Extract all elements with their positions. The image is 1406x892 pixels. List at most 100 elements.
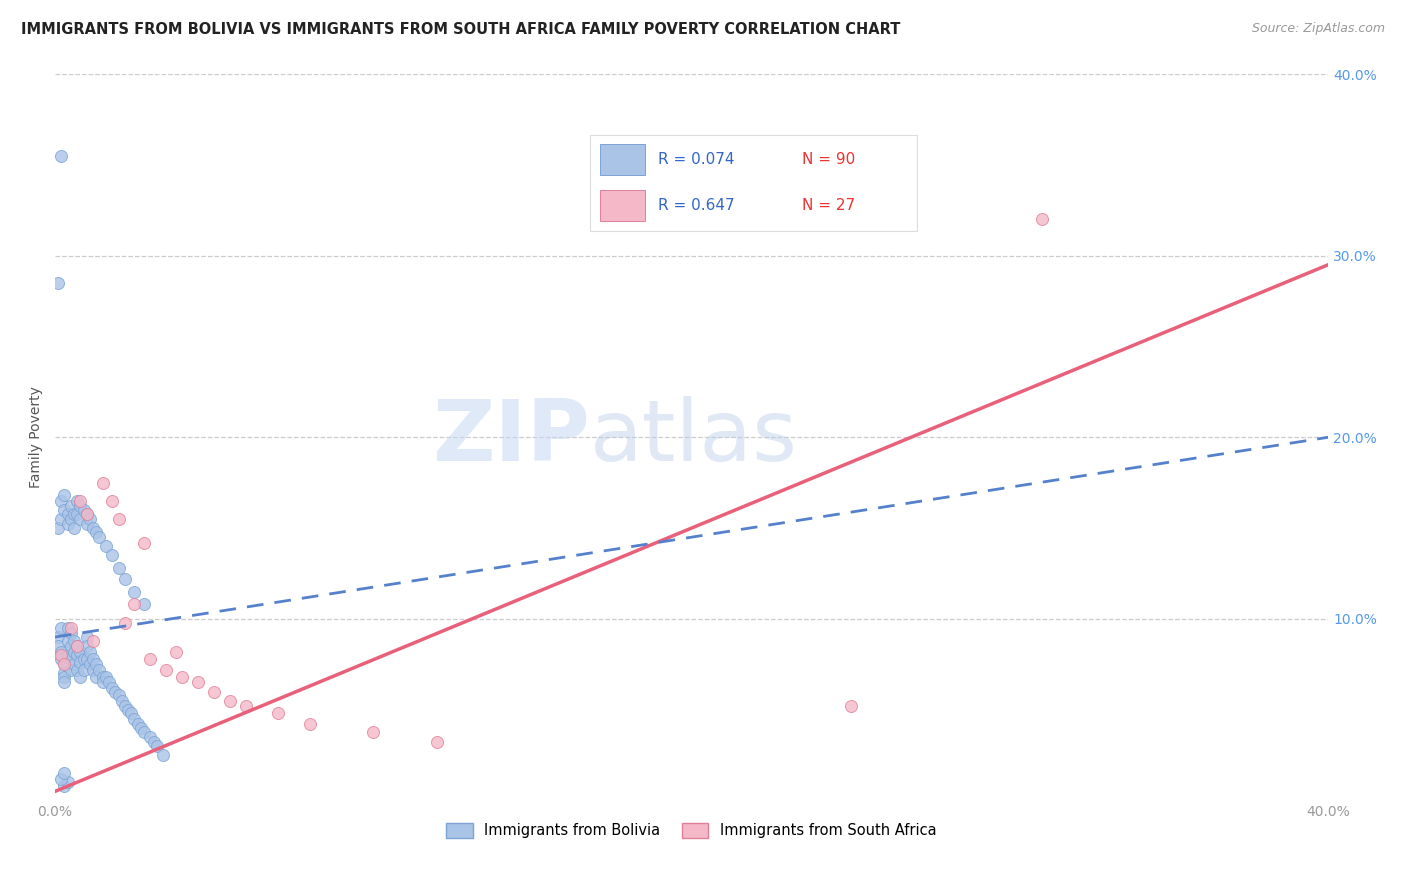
Point (59, 663, 82, 677)
Point (267, 706, 290, 721)
Point (98, 675, 121, 690)
Point (59, 621, 82, 635)
Point (114, 572, 136, 586)
Point (66, 639, 89, 653)
Point (132, 598, 155, 612)
Point (76, 639, 98, 653)
Point (219, 693, 242, 707)
Point (56, 621, 79, 635)
Point (235, 699, 257, 714)
Y-axis label: Family Poverty: Family Poverty (30, 386, 44, 488)
Point (72, 652, 94, 666)
Point (101, 493, 124, 508)
Point (132, 535, 155, 549)
Point (426, 735, 449, 749)
Point (107, 688, 129, 702)
Text: atlas: atlas (589, 396, 797, 479)
Point (172, 670, 194, 684)
Point (139, 730, 162, 744)
Point (51, 149, 73, 163)
Point (56, 648, 79, 663)
Point (51, 621, 73, 635)
Point (84, 657, 107, 672)
Point (63, 507, 86, 521)
Point (51, 772, 73, 786)
Point (82, 663, 104, 677)
Point (107, 512, 129, 526)
Point (120, 706, 142, 721)
Point (51, 493, 73, 508)
Point (59, 639, 82, 653)
Point (56, 517, 79, 532)
Point (66, 639, 89, 653)
Point (76, 507, 98, 521)
Point (132, 724, 155, 739)
Point (111, 693, 134, 707)
Point (51, 652, 73, 666)
Point (53, 657, 76, 672)
Text: R = 0.074: R = 0.074 (658, 152, 735, 167)
Bar (599, 190, 645, 221)
Point (152, 748, 174, 763)
Text: R = 0.647: R = 0.647 (658, 198, 735, 213)
Legend: Immigrants from Bolivia, Immigrants from South Africa: Immigrants from Bolivia, Immigrants from… (440, 817, 942, 844)
Point (89, 530, 111, 544)
Point (124, 584, 146, 599)
Point (155, 663, 177, 677)
Point (1031, 212, 1053, 227)
Point (298, 717, 321, 731)
Point (53, 675, 76, 690)
Point (142, 735, 165, 749)
Point (72, 663, 94, 677)
Point (127, 717, 149, 731)
Point (66, 493, 89, 508)
Point (56, 775, 79, 789)
Point (51, 512, 73, 526)
Point (165, 644, 187, 658)
Point (104, 684, 127, 698)
Point (53, 666, 76, 681)
Point (91, 670, 114, 684)
Point (46, 521, 69, 535)
Point (124, 598, 146, 612)
Point (839, 699, 862, 714)
Point (91, 675, 114, 690)
FancyBboxPatch shape (591, 135, 917, 231)
Point (361, 724, 384, 739)
Point (82, 652, 104, 666)
Point (69, 670, 91, 684)
Point (101, 681, 124, 695)
Point (69, 644, 91, 658)
Point (187, 675, 209, 690)
Point (59, 652, 82, 666)
Bar (599, 145, 645, 175)
Point (46, 630, 69, 644)
Text: IMMIGRANTS FROM BOLIVIA VS IMMIGRANTS FROM SOUTH AFRICA FAMILY POVERTY CORRELATI: IMMIGRANTS FROM BOLIVIA VS IMMIGRANTS FR… (21, 22, 900, 37)
Point (59, 512, 82, 526)
Point (69, 656, 91, 670)
Point (53, 488, 76, 502)
Point (117, 703, 139, 717)
Point (79, 657, 101, 672)
Point (53, 503, 76, 517)
Point (114, 699, 136, 714)
Point (76, 652, 98, 666)
Point (59, 500, 82, 514)
Point (79, 512, 101, 526)
Point (79, 644, 101, 658)
Point (66, 663, 89, 677)
Point (107, 561, 129, 575)
Point (84, 524, 107, 539)
Point (124, 712, 146, 726)
Point (63, 657, 86, 672)
Point (56, 507, 79, 521)
Point (63, 633, 86, 648)
Point (76, 517, 98, 532)
Point (101, 549, 124, 563)
Point (89, 663, 111, 677)
Point (51, 648, 73, 663)
Point (69, 500, 91, 514)
Text: N = 27: N = 27 (803, 198, 855, 213)
Text: ZIP: ZIP (432, 396, 589, 479)
Point (63, 644, 86, 658)
